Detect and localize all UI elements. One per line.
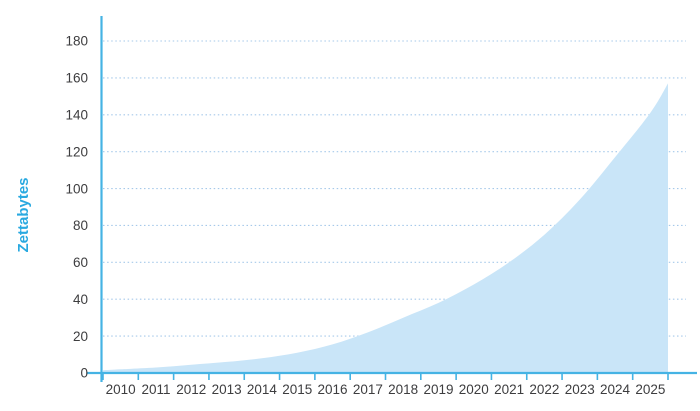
y-tick-label: 180 <box>65 34 88 49</box>
y-axis-labels: 0 20 40 60 80 100 120 140 160 180 <box>65 34 88 381</box>
x-tick-label: 2013 <box>212 382 242 397</box>
x-tick-label: 2010 <box>106 382 136 397</box>
x-tick-label: 2015 <box>282 382 312 397</box>
x-tick-label: 2014 <box>247 382 278 397</box>
y-tick-label: 20 <box>73 329 88 344</box>
x-axis-labels: 2010 2011 2012 2013 2014 2015 2016 2017 2018 2019… <box>106 382 666 397</box>
x-tick-label: 2021 <box>494 382 524 397</box>
x-tick-label: 2017 <box>353 382 383 397</box>
y-tick-label: 80 <box>73 218 88 233</box>
y-axis-title: Zettabytes <box>15 177 32 252</box>
y-tick-label: 120 <box>65 144 88 159</box>
x-tick-label: 2011 <box>141 382 170 397</box>
x-tick-label: 2016 <box>318 382 348 397</box>
x-tick-label: 2023 <box>565 382 595 397</box>
x-tick-label: 2012 <box>176 382 206 397</box>
data-area-series <box>103 83 668 373</box>
x-tick-label: 2019 <box>423 382 453 397</box>
y-tick-label: 60 <box>73 255 88 270</box>
x-tick-label: 2024 <box>600 382 631 397</box>
y-tick-label: 100 <box>65 181 88 196</box>
y-tick-label: 0 <box>80 366 88 381</box>
x-tick-label: 2018 <box>388 382 418 397</box>
x-axis-ticks <box>102 373 669 380</box>
y-tick-label: 40 <box>73 292 88 307</box>
x-tick-label: 2022 <box>529 382 559 397</box>
x-tick-label: 2020 <box>459 382 489 397</box>
y-tick-label: 140 <box>65 108 88 123</box>
y-tick-label: 160 <box>65 71 88 86</box>
x-tick-label: 2025 <box>635 382 665 397</box>
